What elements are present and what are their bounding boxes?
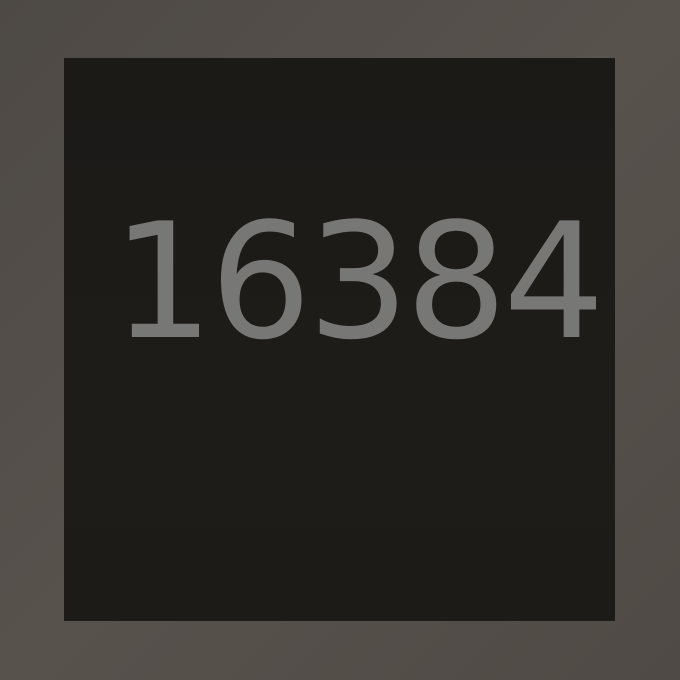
- tile-value: 16384: [112, 187, 605, 375]
- number-tile: 16384: [64, 58, 615, 621]
